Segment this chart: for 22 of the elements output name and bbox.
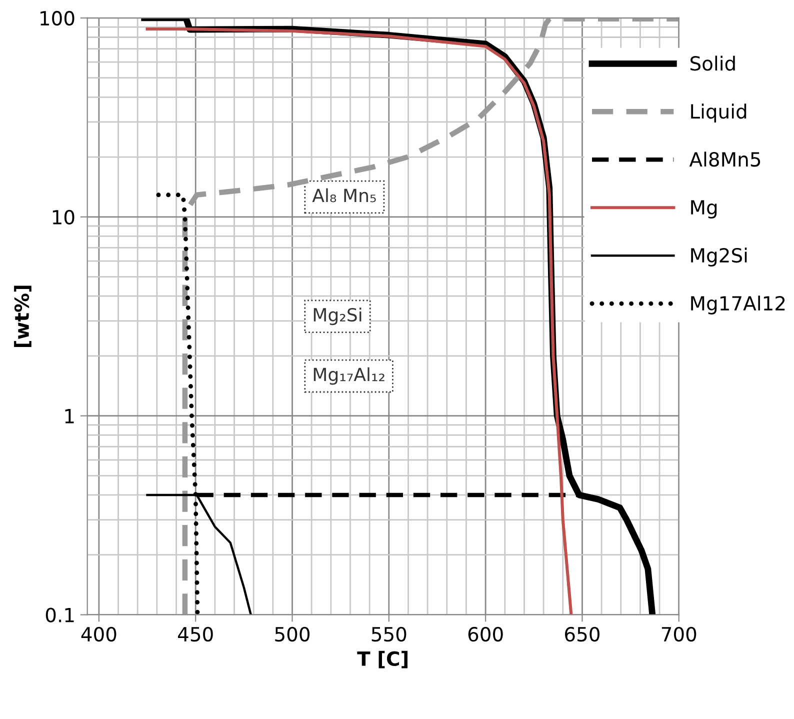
x-axis-title: T [C] (357, 650, 408, 668)
y-tick-label: 1 (65, 409, 74, 424)
legend-label: Mg (691, 200, 717, 218)
annotation: Al₈ Mn₅ (312, 188, 376, 202)
x-tick-label: 450 (178, 626, 213, 642)
y-axis-title: [wt%] (14, 286, 32, 347)
x-tick-label: 500 (275, 626, 310, 642)
legend-label: Mg17Al12 (691, 296, 785, 314)
x-tick-label: 600 (468, 626, 503, 642)
legend-label: Liquid (691, 104, 746, 122)
annotation: Mg₂Si (314, 308, 362, 326)
legend-label: Solid (690, 56, 735, 71)
y-tick-label: 10 (52, 210, 74, 225)
x-tick-label: 700 (662, 626, 696, 642)
x-tick-label: 650 (565, 626, 600, 642)
legend-label: Al8Mn5 (689, 152, 760, 167)
y-tick-label: 0.1 (46, 608, 74, 622)
x-tick-label: 550 (372, 626, 406, 642)
annotation: Mg₁₇Al₁₂ (314, 367, 384, 385)
x-tick-label: 400 (81, 626, 116, 642)
legend-label: Mg2Si (691, 248, 747, 266)
y-tick-label: 100 (40, 10, 74, 26)
